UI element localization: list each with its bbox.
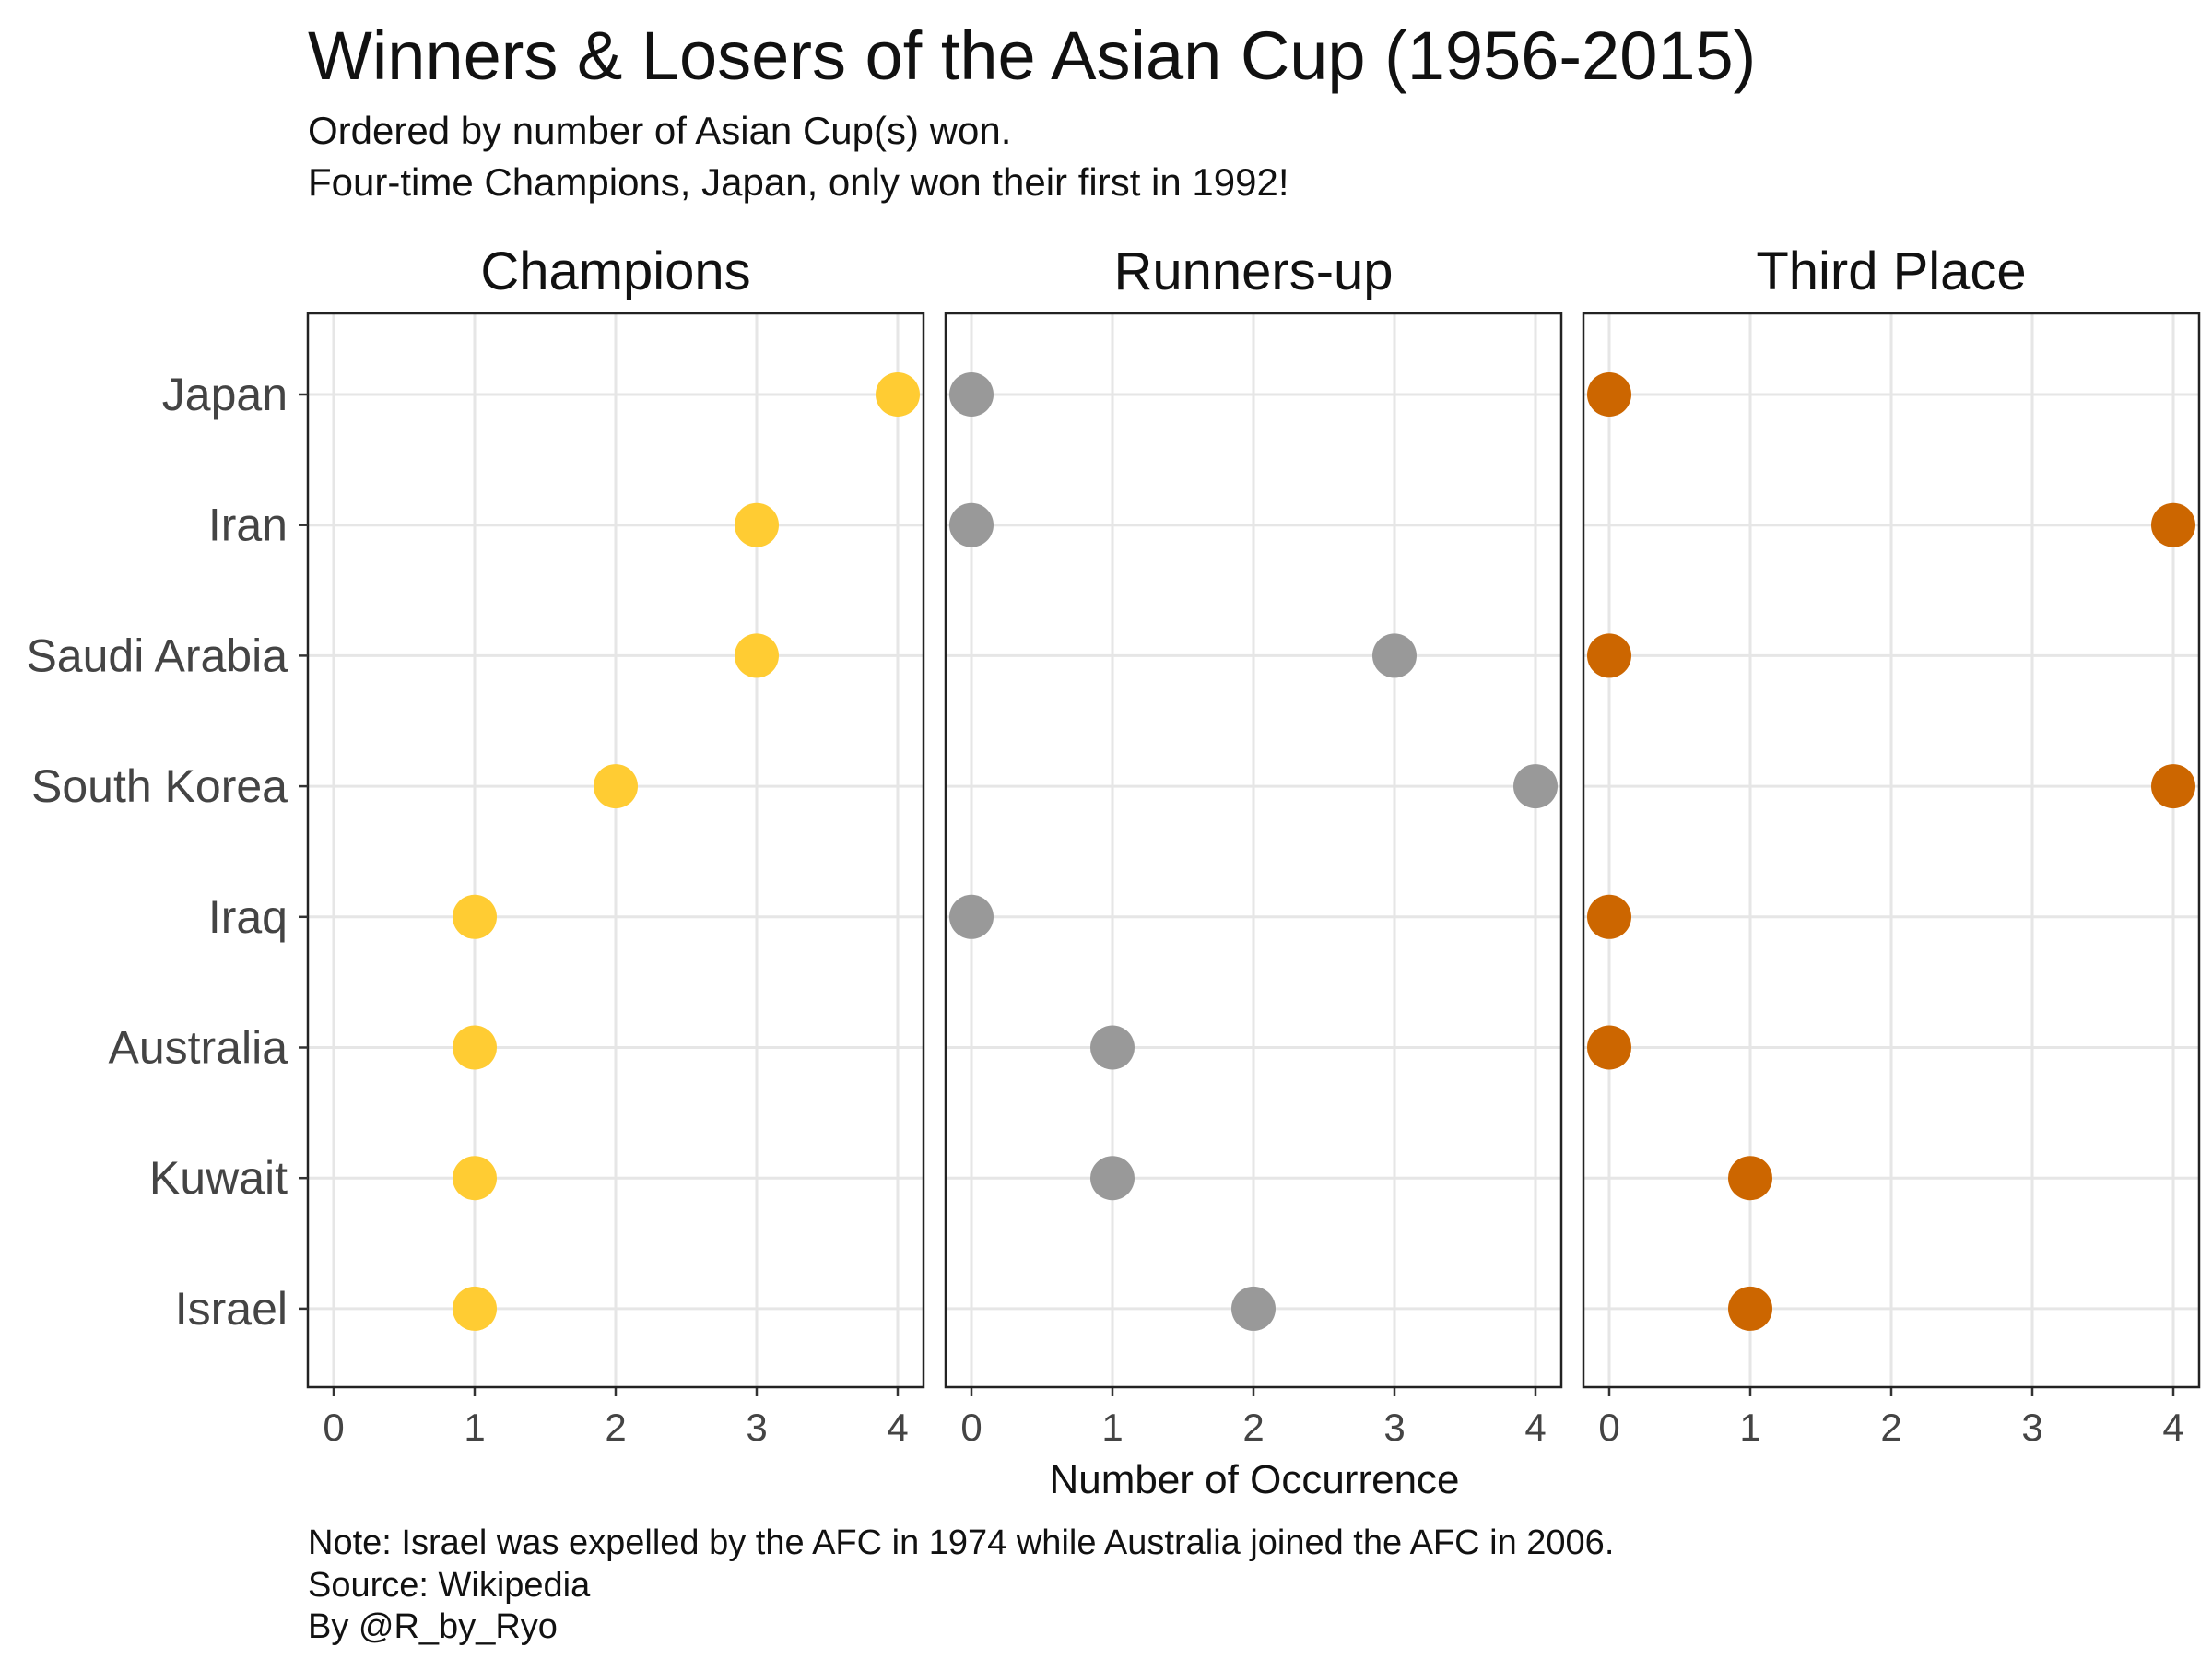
point-runners-up-australia xyxy=(1090,1025,1135,1070)
x-tick-label: 1 xyxy=(1101,1406,1123,1449)
caption-author: By @R_by_Ryo xyxy=(308,1607,558,1646)
x-tick-label: 0 xyxy=(960,1406,982,1449)
strip-title-third-place: Third Place xyxy=(1756,241,2026,301)
chart-subtitle-line-2: Four-time Champions, Japan, only won the… xyxy=(308,160,1289,204)
point-champions-kuwait xyxy=(453,1156,497,1201)
point-third-place-iran xyxy=(2151,502,2195,547)
x-tick-label: 2 xyxy=(1242,1406,1264,1449)
x-tick-label: 0 xyxy=(323,1406,344,1449)
point-champions-saudi-arabia xyxy=(735,633,779,678)
x-tick-label: 2 xyxy=(605,1406,626,1449)
y-tick-label-iran: Iran xyxy=(208,500,288,551)
y-axis-labels: Japan Iran Saudi Arabia South Korea Iraq Aust… xyxy=(26,369,308,1335)
y-tick-label-kuwait: Kuwait xyxy=(149,1152,288,1204)
x-tick-label: 1 xyxy=(464,1406,485,1449)
panel-third-place: Third Place 0 1 2 3 4 xyxy=(1582,241,2201,1449)
x-tick-label: 0 xyxy=(1598,1406,1619,1449)
point-champions-japan xyxy=(876,372,920,417)
x-tick-label: 3 xyxy=(2021,1406,2042,1449)
y-tick-label-japan: Japan xyxy=(162,369,288,420)
x-tick-label: 2 xyxy=(1880,1406,1901,1449)
strip-title-runners-up: Runners-up xyxy=(1113,241,1393,301)
caption-source: Source: Wikipedia xyxy=(308,1566,591,1605)
strip-title-champions: Champions xyxy=(480,241,750,301)
x-tick-label: 3 xyxy=(746,1406,767,1449)
y-tick-label-israel: Israel xyxy=(175,1283,288,1335)
point-champions-iran xyxy=(735,502,779,547)
x-tick-label: 4 xyxy=(1524,1406,1546,1449)
y-tick-label-saudi-arabia: Saudi Arabia xyxy=(26,629,288,681)
panel-border xyxy=(944,312,1563,1389)
chart-title: Winners & Losers of the Asian Cup (1956-… xyxy=(308,18,1756,94)
panel-border xyxy=(306,312,925,1389)
point-champions-south-korea xyxy=(594,764,638,809)
point-runners-up-south-korea xyxy=(1513,764,1558,809)
point-runners-up-japan xyxy=(949,372,994,417)
point-champions-iraq xyxy=(453,894,497,939)
caption-note: Note: Israel was expelled by the AFC in … xyxy=(308,1524,1614,1562)
point-third-place-kuwait xyxy=(1728,1156,1772,1201)
point-third-place-south-korea xyxy=(2151,764,2195,809)
point-third-place-iraq xyxy=(1587,894,1631,939)
point-third-place-saudi-arabia xyxy=(1587,633,1631,678)
point-third-place-israel xyxy=(1728,1286,1772,1331)
point-third-place-australia xyxy=(1587,1025,1631,1070)
chart-subtitle-line-1: Ordered by number of Asian Cup(s) won. xyxy=(308,109,1011,152)
point-champions-australia xyxy=(453,1025,497,1070)
point-champions-israel xyxy=(453,1286,497,1331)
point-runners-up-iraq xyxy=(949,894,994,939)
y-tick-label-south-korea: South Korea xyxy=(31,760,288,812)
point-runners-up-iran xyxy=(949,502,994,547)
y-tick-label-iraq: Iraq xyxy=(208,891,288,943)
x-tick-label: 1 xyxy=(1739,1406,1760,1449)
y-tick-label-australia: Australia xyxy=(108,1022,288,1074)
point-runners-up-kuwait xyxy=(1090,1156,1135,1201)
point-third-place-japan xyxy=(1587,372,1631,417)
panel-runners-up: Runners-up 0 1 2 3 4 xyxy=(944,241,1563,1449)
x-tick-label: 4 xyxy=(2162,1406,2183,1449)
panel-champions: Champions 0 1 2 3 4 xyxy=(306,241,925,1449)
point-runners-up-israel xyxy=(1231,1286,1276,1331)
point-runners-up-saudi-arabia xyxy=(1372,633,1417,678)
panel-border xyxy=(1582,312,2201,1389)
x-tick-label: 3 xyxy=(1383,1406,1405,1449)
x-tick-label: 4 xyxy=(887,1406,908,1449)
x-axis-label: Number of Occurrence xyxy=(1049,1457,1459,1502)
